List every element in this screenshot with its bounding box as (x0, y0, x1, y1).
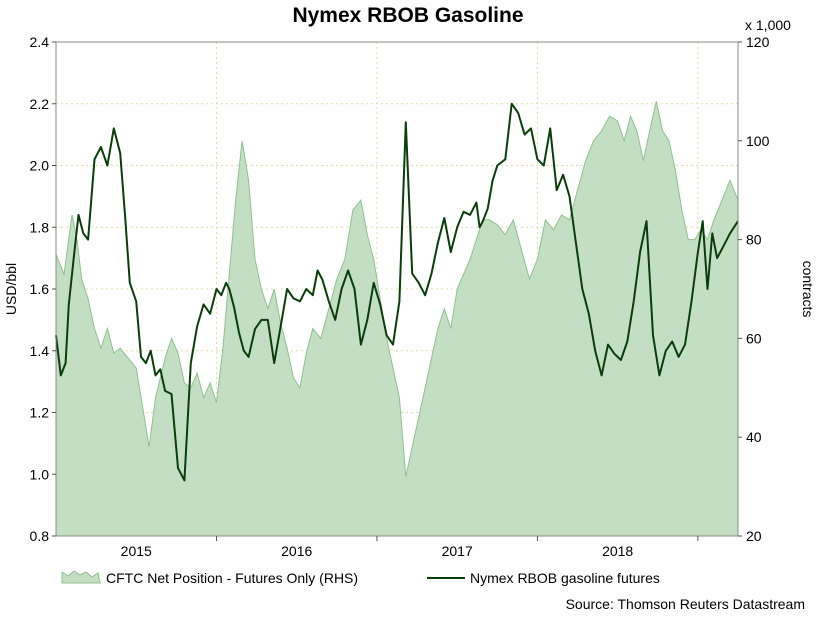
left-tick-label-1: 1.0 (30, 466, 50, 482)
right-tick-label-5: 120 (746, 34, 770, 50)
right-tick-label-4: 100 (746, 133, 770, 149)
right-axis-multiplier: x 1,000 (745, 17, 791, 33)
chart-title: Nymex RBOB Gasoline (292, 4, 523, 27)
legend-label-gasoline-futures: Nymex RBOB gasoline futures (470, 570, 660, 586)
left-tick-label-7: 2.2 (30, 96, 50, 112)
right-tick-label-0: 20 (746, 528, 762, 544)
x-tick-label-0: 2015 (121, 543, 152, 559)
left-tick-label-4: 1.6 (30, 281, 50, 297)
source-note: Source: Thomson Reuters Datastream (566, 596, 805, 612)
left-axis-ticks: 0.8 1.0 1.2 1.4 1.6 1.8 2.0 2.2 2.4 (30, 34, 56, 544)
legend: CFTC Net Position - Futures Only (RHS) N… (61, 570, 660, 586)
left-tick-label-6: 2.0 (30, 158, 50, 174)
left-axis-label: USD/bbl (3, 263, 19, 315)
right-tick-label-1: 40 (746, 429, 762, 445)
right-axis-ticks: 20 40 60 80 100 120 (738, 34, 770, 544)
left-tick-label-3: 1.4 (30, 343, 50, 359)
left-tick-label-0: 0.8 (30, 528, 50, 544)
x-tick-label-1: 2016 (281, 543, 312, 559)
x-tick-label-2: 2017 (442, 543, 473, 559)
gasoline-futures-line (55, 102, 739, 482)
right-tick-label-2: 60 (746, 330, 762, 346)
x-axis-ticks: 2015 2016 2017 2018 (121, 536, 699, 559)
legend-swatch-net-position (61, 570, 101, 584)
gasoline-futures-line-layer (55, 102, 739, 482)
left-tick-label-8: 2.4 (30, 34, 50, 50)
left-tick-label-2: 1.2 (30, 405, 50, 421)
legend-label-net-position: CFTC Net Position - Futures Only (RHS) (106, 570, 358, 586)
x-tick-label-3: 2018 (602, 543, 633, 559)
left-tick-label-5: 1.8 (30, 219, 50, 235)
right-tick-label-3: 80 (746, 232, 762, 248)
right-axis-label: contracts (800, 261, 816, 318)
